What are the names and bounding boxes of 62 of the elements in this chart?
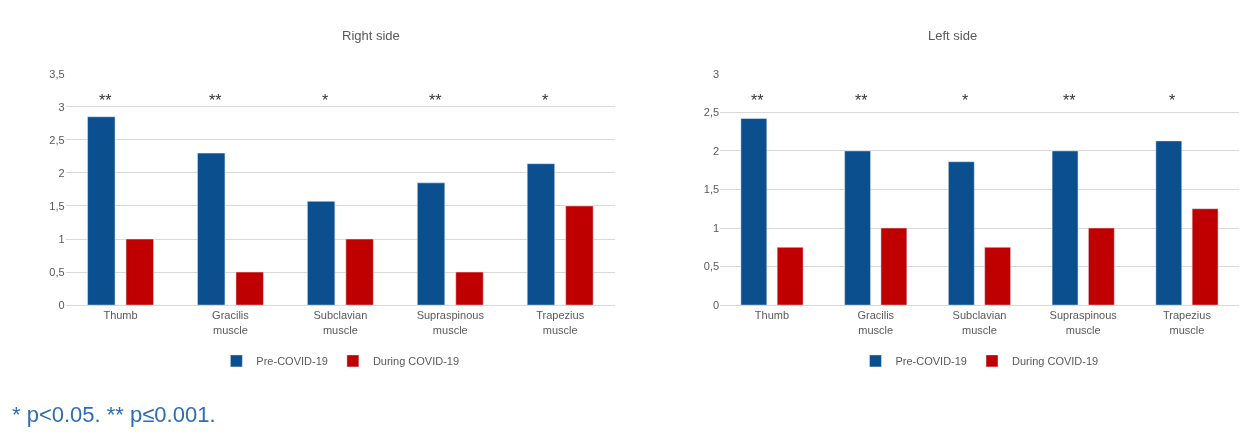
annotation: ** — [751, 92, 764, 109]
bar — [455, 271, 484, 306]
bar — [844, 150, 871, 306]
bar — [345, 238, 374, 306]
x-tick-label: Supraspinous muscle — [416, 309, 485, 336]
annotation: ** — [429, 92, 442, 109]
y-tick-label: 1,5 — [49, 199, 65, 212]
x-tick-label: Subclavian muscle — [313, 309, 368, 336]
x-tick-label: Thumb — [103, 309, 138, 322]
legend-label: Pre-COVID-19 — [256, 355, 328, 368]
bar — [235, 271, 264, 306]
annotation: ** — [1063, 92, 1076, 109]
x-tick-label: Gracilis muscle — [857, 309, 895, 336]
bar — [948, 161, 975, 306]
bar — [526, 163, 555, 306]
bar — [417, 182, 446, 306]
y-tick-label: 3,5 — [49, 67, 65, 80]
y-tick-label: 0 — [58, 298, 65, 311]
bar — [1191, 208, 1219, 306]
bar — [307, 201, 336, 306]
y-tick-label: 3 — [713, 67, 720, 80]
bar — [565, 205, 594, 306]
y-tick-label: 1,5 — [703, 183, 720, 196]
y-tick-label: 3 — [58, 100, 65, 113]
x-tick-label: Subclavian muscle — [952, 309, 1007, 336]
legend-label: During COVID-19 — [372, 355, 460, 368]
bar — [1155, 140, 1183, 306]
y-tick-label: 2 — [58, 166, 65, 179]
annotation: * — [322, 92, 329, 109]
legend-label: During COVID-19 — [1012, 355, 1099, 368]
x-tick-label: Gracilis muscle — [212, 309, 250, 336]
annotation: * — [962, 92, 969, 109]
bar — [984, 247, 1011, 306]
y-tick-label: 1 — [58, 232, 65, 245]
x-tick-label: Thumb — [754, 309, 790, 322]
y-tick-label: 2,5 — [49, 133, 65, 146]
y-tick-label: 2,5 — [703, 106, 720, 119]
y-tick-label: 0 — [713, 298, 720, 311]
bar — [740, 118, 768, 306]
bar — [125, 238, 154, 306]
bar — [880, 227, 908, 306]
annotation: ** — [99, 92, 112, 109]
chart-title: Right side — [342, 28, 400, 43]
bar — [197, 152, 226, 306]
annotation: ** — [209, 92, 222, 109]
x-tick-label: Trapezius muscle — [1163, 309, 1212, 336]
legend-label: Pre-COVID-19 — [895, 355, 968, 368]
y-tick-label: 0,5 — [49, 265, 65, 278]
y-tick-label: 2 — [713, 144, 720, 157]
bar — [87, 116, 116, 306]
x-tick-label: Supraspinous muscle — [1049, 309, 1118, 336]
bar — [1088, 227, 1115, 306]
annotation: ** — [855, 92, 868, 109]
annotation: * — [542, 92, 549, 109]
chart-title: Left side — [928, 28, 978, 43]
text: * p<0.05. ** p≤0.001. — [12, 402, 216, 427]
x-tick-label: Trapezius muscle — [536, 309, 585, 336]
bar — [776, 247, 804, 306]
bar — [1051, 150, 1079, 306]
annotation: * — [1169, 92, 1176, 109]
y-tick-label: 1 — [713, 221, 720, 234]
y-tick-label: 0,5 — [703, 260, 720, 273]
